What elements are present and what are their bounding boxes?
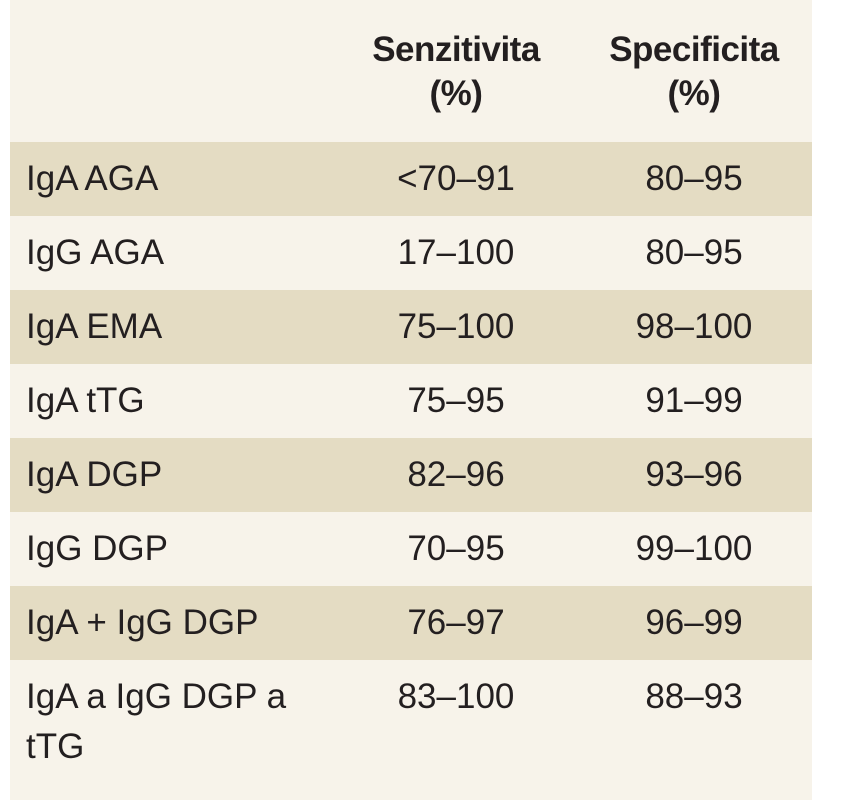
table-row: IgG AGA 17–100 80–95 bbox=[10, 216, 812, 290]
specificity-value: 88–93 bbox=[645, 677, 743, 716]
test-name: IgA + IgG DGP bbox=[26, 603, 259, 642]
sensitivity-value: 75–100 bbox=[397, 307, 515, 346]
sensitivity-value: <70–91 bbox=[397, 159, 515, 198]
test-name: IgA DGP bbox=[26, 455, 163, 494]
table-row: IgA a IgG DGP a tTG 83–100 88–93 bbox=[10, 660, 812, 784]
table-row: IgA + IgG DGP 76–97 96–99 bbox=[10, 586, 812, 660]
specificity-value: 80–95 bbox=[645, 233, 743, 272]
specificity-value: 98–100 bbox=[635, 307, 753, 346]
header-specificity-unit: (%) bbox=[667, 74, 721, 113]
specificity-value: 93–96 bbox=[645, 455, 743, 494]
test-name: IgA AGA bbox=[26, 159, 159, 198]
test-name: IgA tTG bbox=[26, 381, 145, 420]
test-name: IgG AGA bbox=[26, 233, 165, 272]
header-sensitivity: Senzitivita (%) bbox=[336, 28, 576, 116]
sensitivity-value: 70–95 bbox=[407, 529, 505, 568]
table-row: IgG DGP 70–95 99–100 bbox=[10, 512, 812, 586]
test-name: IgG DGP bbox=[26, 529, 168, 568]
sensitivity-value: 83–100 bbox=[397, 677, 515, 716]
header-sensitivity-label: Senzitivita bbox=[372, 30, 540, 69]
header-specificity-label: Specificita bbox=[609, 30, 779, 69]
test-name: IgA EMA bbox=[26, 307, 163, 346]
header-sensitivity-unit: (%) bbox=[429, 74, 483, 113]
table-row: IgA AGA <70–91 80–95 bbox=[10, 142, 812, 216]
header-specificity: Specificita (%) bbox=[576, 28, 812, 116]
sensitivity-value: 17–100 bbox=[397, 233, 515, 272]
test-name: IgA a IgG DGP a tTG bbox=[26, 677, 287, 766]
table-row: IgA tTG 75–95 91–99 bbox=[10, 364, 812, 438]
table-row: IgA EMA 75–100 98–100 bbox=[10, 290, 812, 364]
specificity-value: 80–95 bbox=[645, 159, 743, 198]
table-header: Senzitivita (%) Specificita (%) bbox=[10, 0, 812, 142]
table-row: IgA DGP 82–96 93–96 bbox=[10, 438, 812, 512]
specificity-value: 91–99 bbox=[645, 381, 743, 420]
sensitivity-value: 82–96 bbox=[407, 455, 505, 494]
sensitivity-value: 75–95 bbox=[407, 381, 505, 420]
sensitivity-value: 76–97 bbox=[407, 603, 505, 642]
serology-table: Senzitivita (%) Specificita (%) IgA AGA … bbox=[10, 0, 812, 800]
specificity-value: 96–99 bbox=[645, 603, 743, 642]
specificity-value: 99–100 bbox=[635, 529, 753, 568]
